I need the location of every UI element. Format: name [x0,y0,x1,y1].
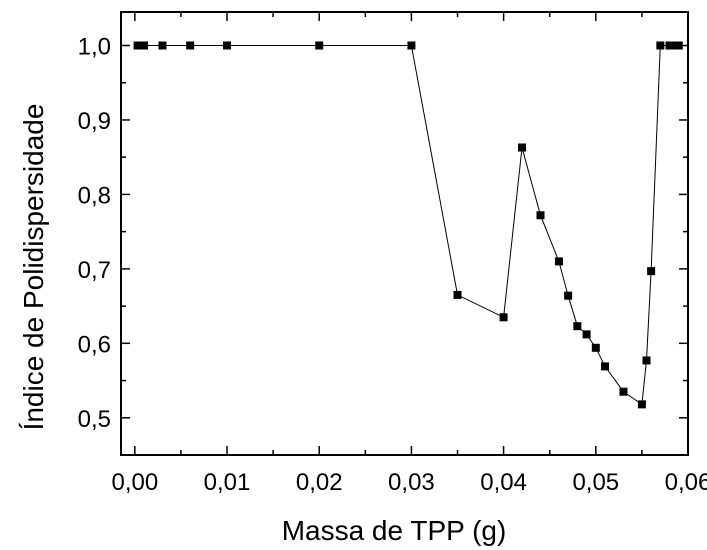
data-point [573,322,582,331]
data-point [591,343,600,352]
data-point [619,387,628,396]
data-point [453,290,462,299]
data-point [536,211,545,220]
plot-frame [120,11,689,456]
y-tick-label: 0,8 [78,182,111,209]
data-point [158,41,167,50]
y-tick-label: 0,6 [78,331,111,358]
x-axis-title: Massa de TPP (g) [282,515,507,546]
x-tick-label: 0,01 [204,469,251,496]
data-point [140,41,149,50]
data-point [518,143,527,152]
y-tick-label: 0,9 [78,108,111,135]
data-point [670,41,679,50]
y-tick-label: 1,0 [78,34,111,61]
data-point [223,41,232,50]
data-point [582,330,591,339]
x-axis: 0,00 0,01 0,02 0,03 0,04 0,05 0,06 [111,12,707,496]
data-point [637,400,646,409]
data-point [642,356,651,365]
data-point [656,41,665,50]
data-point [564,291,573,300]
y-axis-title: Índice de Polidispersidade [18,104,49,431]
data-point [554,257,563,266]
data-point [665,41,674,50]
x-tick-label: 0,06 [665,469,707,496]
data-point [315,41,324,50]
y-axis: 0,5 0,6 0,7 0,8 0,9 1,0 [78,34,688,456]
x-tick-label: 0,02 [296,469,343,496]
data-point [499,313,508,322]
data-point [674,41,683,50]
data-point [601,362,610,371]
y-tick-label: 0,5 [78,406,111,433]
data-point [186,41,195,50]
series-layer [133,41,683,409]
x-tick-label: 0,05 [572,469,619,496]
data-point [407,41,416,50]
x-tick-label: 0,03 [388,469,435,496]
y-tick-label: 0,7 [78,257,111,284]
plot-border [120,11,689,456]
x-tick-label: 0,04 [480,469,527,496]
x-tick-label: 0,00 [111,469,158,496]
data-point [647,267,656,276]
